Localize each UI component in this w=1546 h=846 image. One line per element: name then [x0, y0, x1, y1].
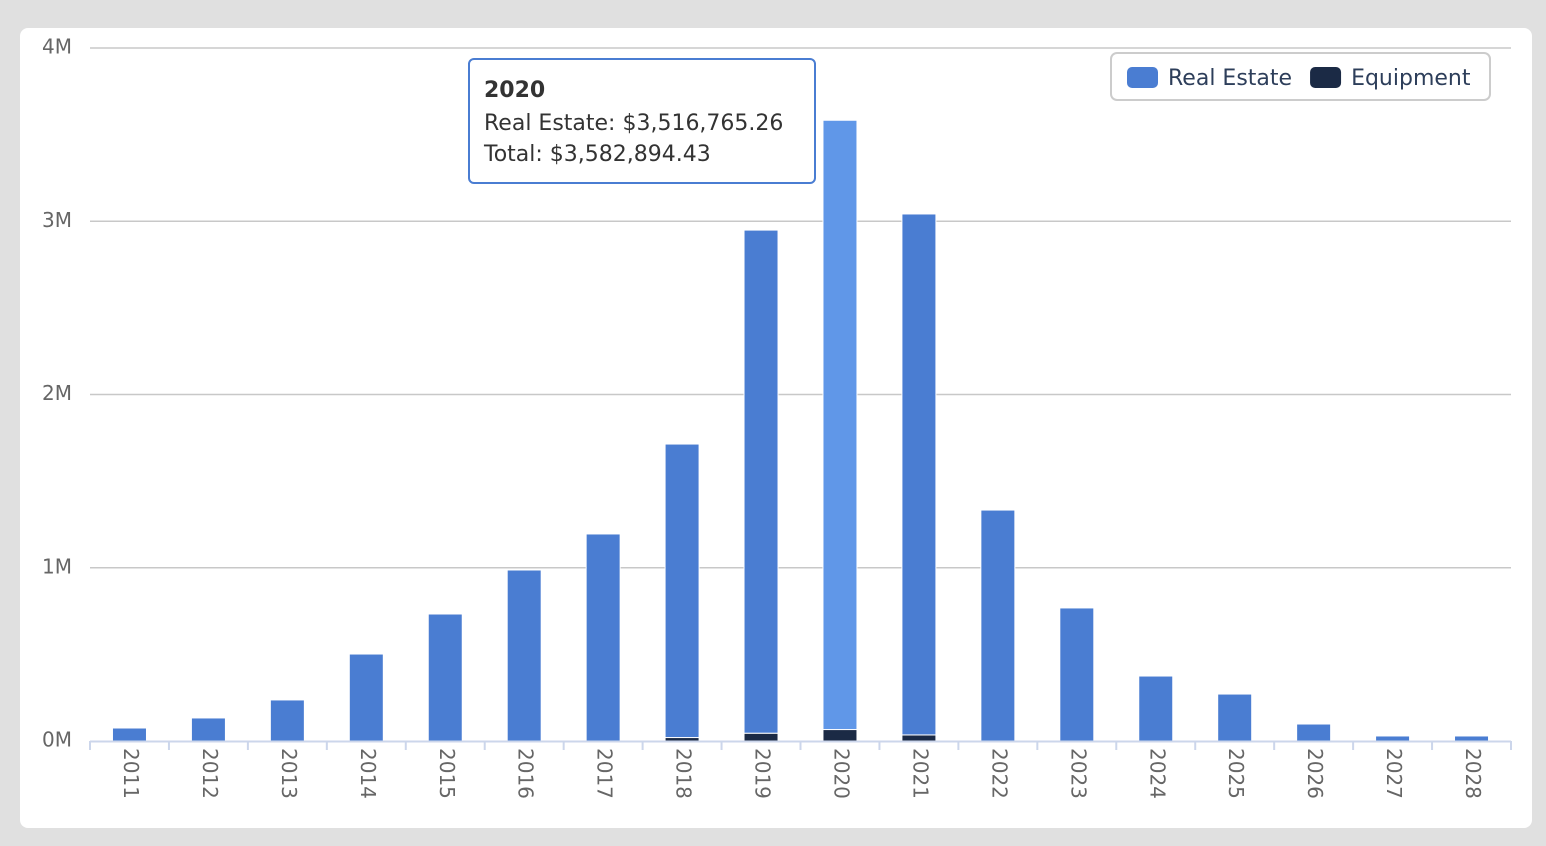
legend-label[interactable]: Equipment — [1351, 66, 1471, 91]
bar-segment — [1217, 693, 1253, 742]
bar-segment — [822, 729, 858, 742]
bar-segment — [743, 229, 779, 734]
x-tick-label: 2019 — [751, 748, 775, 799]
bar-segment — [1375, 735, 1411, 742]
x-tick-group: 2012 — [198, 748, 222, 799]
x-tick-group: 2023 — [1066, 748, 1090, 799]
bar-segment — [980, 509, 1016, 742]
x-tick-group: 2019 — [751, 748, 775, 799]
bar-segment — [1296, 723, 1332, 742]
x-tick-label: 2026 — [1303, 748, 1327, 799]
bar-segment — [901, 213, 937, 736]
bar-segment — [269, 699, 305, 742]
x-tick-group: 2024 — [1145, 748, 1169, 799]
y-tick-label: 0M — [42, 728, 72, 752]
bar-segment — [743, 732, 779, 742]
y-tick-label: 2M — [42, 381, 72, 405]
x-tick-label: 2023 — [1066, 748, 1090, 799]
bar-segment — [901, 734, 937, 742]
x-tick-label: 2011 — [119, 748, 143, 799]
x-tick-group: 2027 — [1382, 748, 1406, 799]
tooltip-box — [468, 58, 816, 184]
bar-segment — [664, 443, 700, 739]
bar-segment — [190, 717, 226, 742]
x-tick-label: 2025 — [1224, 748, 1248, 799]
x-tick-label: 2018 — [672, 748, 696, 799]
x-tick-label: 2022 — [987, 748, 1011, 799]
bar-segment — [585, 533, 621, 742]
y-tick-label: 4M — [42, 35, 72, 59]
x-tick-group: 2026 — [1303, 748, 1327, 799]
x-tick-label: 2024 — [1145, 748, 1169, 799]
legend-swatch — [1127, 67, 1158, 88]
x-tick-label: 2012 — [198, 748, 222, 799]
x-tick-group: 2017 — [593, 748, 617, 799]
bar-segment — [111, 727, 147, 742]
y-tick-label: 3M — [42, 208, 72, 232]
bar-segment — [1059, 607, 1095, 742]
x-tick-group: 2018 — [672, 748, 696, 799]
x-tick-label: 2028 — [1461, 748, 1485, 799]
x-tick-group: 2013 — [277, 748, 301, 799]
legend-box — [1110, 52, 1491, 101]
x-tick-label: 2017 — [593, 748, 617, 799]
x-tick-label: 2020 — [829, 748, 853, 799]
x-tick-group: 2021 — [908, 748, 932, 799]
x-tick-group: 2011 — [119, 748, 143, 799]
x-tick-label: 2015 — [435, 748, 459, 799]
x-tick-group: 2014 — [356, 748, 380, 799]
tooltip-title: 2020 — [484, 78, 545, 103]
legend-swatch — [1310, 67, 1342, 88]
tooltip-line: Real Estate: $3,516,765.26 — [484, 111, 783, 136]
x-tick-label: 2021 — [908, 748, 932, 799]
bar-segment — [664, 737, 700, 742]
x-tick-group: 2016 — [514, 748, 538, 799]
x-tick-label: 2016 — [514, 748, 538, 799]
x-tick-group: 2028 — [1461, 748, 1485, 799]
x-tick-label: 2013 — [277, 748, 301, 799]
bar-segment — [427, 613, 463, 742]
bar-segment — [348, 653, 384, 742]
x-tick-label: 2027 — [1382, 748, 1406, 799]
x-tick-group: 2022 — [987, 748, 1011, 799]
x-tick-label: 2014 — [356, 748, 380, 799]
bar-segment — [822, 119, 858, 731]
x-tick-group: 2025 — [1224, 748, 1248, 799]
bar-segment — [1138, 675, 1174, 742]
tooltip-line: Total: $3,582,894.43 — [483, 142, 711, 167]
legend-label[interactable]: Real Estate — [1168, 66, 1292, 91]
y-tick-label: 1M — [42, 554, 72, 578]
x-tick-group: 2015 — [435, 748, 459, 799]
x-tick-group: 2020 — [829, 748, 853, 799]
bar-segment — [1454, 735, 1490, 742]
bar-segment — [506, 569, 542, 742]
